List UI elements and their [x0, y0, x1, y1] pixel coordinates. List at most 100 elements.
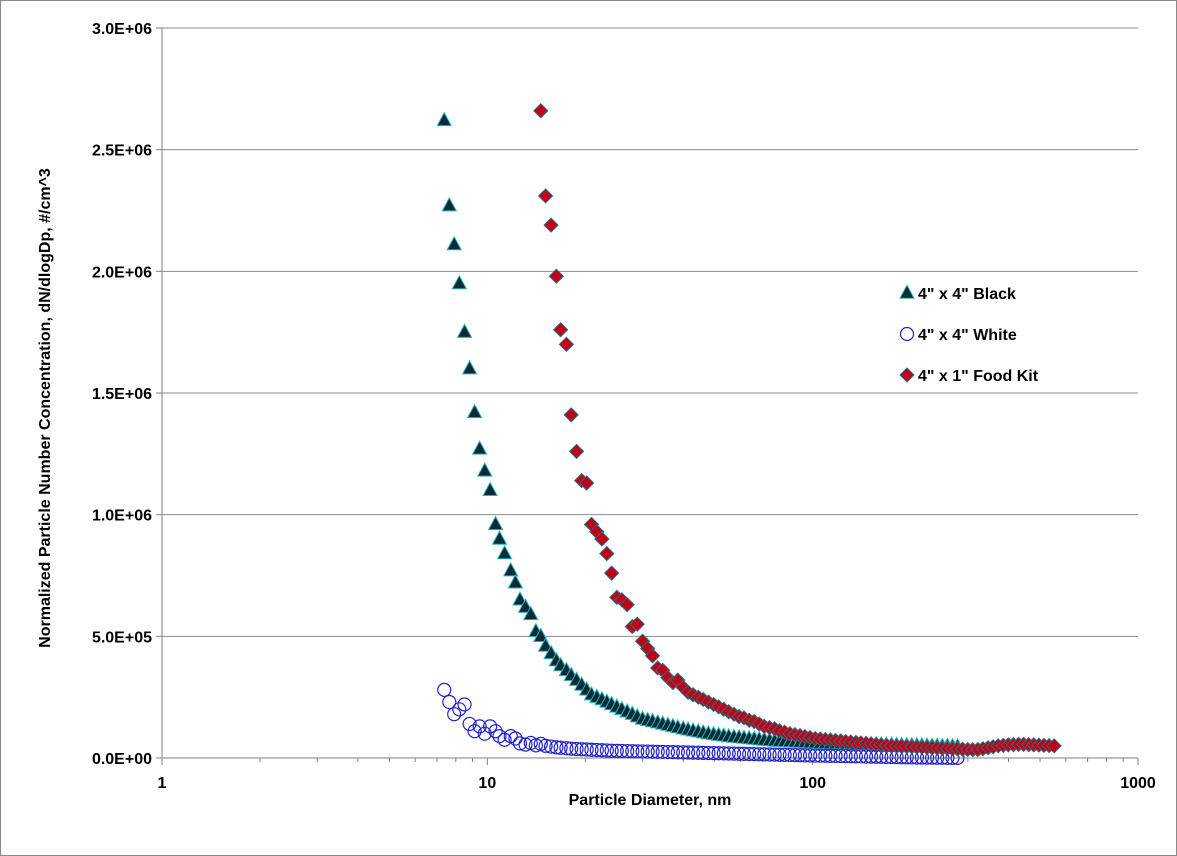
data-point [563, 407, 579, 423]
data-point [569, 741, 584, 757]
data-point [838, 749, 853, 764]
data-point [472, 719, 487, 734]
legend-label: 4" x 4" White [918, 327, 1017, 344]
y-tick-label: 0.0E+00 [92, 751, 152, 768]
data-point [482, 481, 498, 497]
legend-marker [899, 326, 915, 342]
data-point [650, 744, 665, 759]
data-point [492, 728, 507, 744]
data-point [461, 359, 478, 375]
data-point [457, 697, 472, 712]
x-tick-label: 100 [799, 775, 826, 792]
data-point [533, 103, 549, 119]
data-point [711, 746, 726, 761]
data-point [609, 743, 624, 758]
data-point [487, 515, 504, 531]
gridlines [162, 27, 1138, 637]
data-point [782, 747, 797, 763]
data-point [452, 702, 467, 717]
data-point [512, 736, 528, 751]
y-tick-label: 1.5E+06 [92, 386, 152, 403]
data-point [833, 748, 848, 764]
data-point [635, 744, 650, 759]
data-point [491, 530, 508, 545]
data-point [543, 739, 559, 754]
data-point [670, 745, 685, 760]
series-3 [533, 103, 1062, 758]
data-point [574, 742, 589, 757]
data-point [507, 573, 524, 589]
data-point [843, 749, 858, 764]
data-point [716, 746, 731, 761]
x-axis-title: Particle Diameter, nm [569, 792, 732, 809]
data-point [496, 544, 513, 560]
data-point [823, 748, 838, 763]
data-point [488, 724, 503, 739]
data-point [564, 741, 579, 756]
data-point [502, 561, 519, 577]
data-point [442, 694, 457, 710]
data-point [777, 747, 792, 762]
data-point [537, 188, 554, 204]
data-point [645, 744, 660, 759]
data-point [437, 682, 452, 697]
data-point [721, 746, 736, 761]
data-point [620, 743, 635, 759]
y-tick-label: 3.0E+06 [92, 21, 152, 38]
data-point [446, 235, 463, 251]
data-point [603, 565, 620, 581]
data-point [599, 743, 614, 758]
data-point [614, 743, 629, 759]
data-point [476, 462, 493, 477]
legend-entry: 4" x 4" Black [899, 284, 1016, 303]
data-point [630, 744, 645, 759]
legend-marker [899, 367, 915, 383]
y-tick-label: 2.5E+06 [92, 143, 152, 160]
data-point [589, 742, 604, 758]
data-point [762, 747, 777, 762]
data-point [512, 590, 528, 606]
data-point [578, 475, 595, 491]
data-point [522, 605, 539, 621]
data-point [549, 740, 564, 755]
data-point [828, 748, 843, 764]
data-point [619, 596, 635, 613]
data-point [691, 745, 706, 760]
data-point [466, 403, 483, 419]
series-2 [437, 682, 965, 765]
data-point [772, 747, 787, 762]
data-point [818, 748, 833, 763]
data-point [553, 740, 568, 755]
data-point [767, 747, 782, 762]
legend: 4" x 4" Black 4" x 4" White 4" x 1" Food K… [899, 284, 1039, 385]
data-point [532, 627, 549, 643]
data-point [548, 268, 565, 284]
y-tick-label: 2.0E+06 [92, 264, 152, 281]
data-point [625, 744, 640, 759]
data-points [436, 103, 1062, 765]
data-point [655, 744, 670, 760]
data-point [792, 748, 808, 763]
data-point [706, 746, 721, 761]
data-point [441, 196, 458, 212]
data-point [787, 747, 803, 763]
data-point [594, 743, 610, 758]
axes: 0.0E+00 5.0E+05 1.0E+06 1.5E+06 2.0E+06 2.5E+… [92, 21, 1156, 792]
data-point [752, 747, 767, 762]
data-point [538, 738, 553, 753]
data-point [747, 747, 762, 762]
data-point [462, 716, 477, 732]
data-point [726, 746, 742, 761]
data-point [579, 742, 594, 757]
x-tick-label: 1 [158, 775, 167, 792]
x-tick-label: 10 [478, 775, 496, 792]
legend-entry: 4" x 1" Food Kit [899, 367, 1039, 385]
data-point [483, 719, 498, 734]
data-point [629, 616, 645, 632]
data-point [568, 443, 585, 460]
data-point [471, 440, 488, 455]
data-point [456, 323, 473, 338]
data-point [543, 217, 559, 233]
